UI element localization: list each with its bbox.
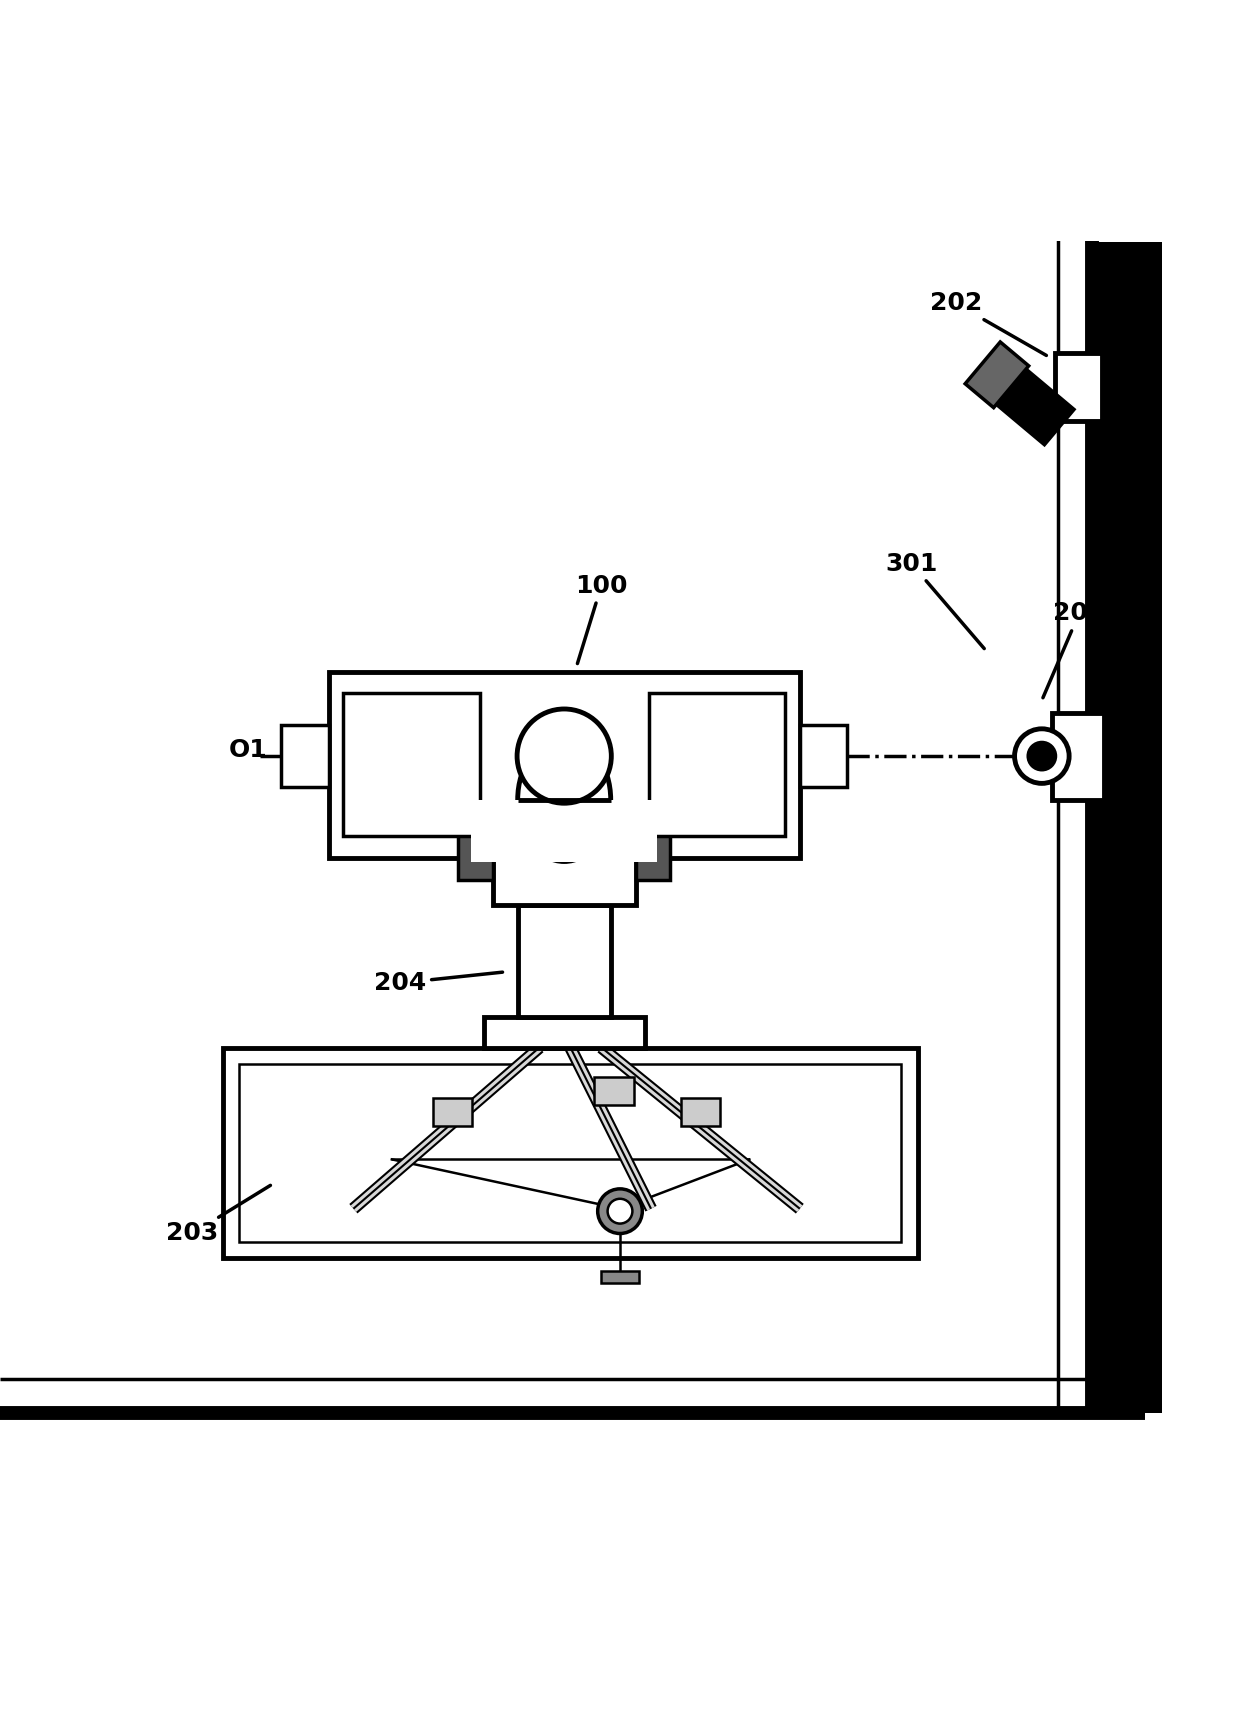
Bar (239, 1063, 901, 1242)
Circle shape (1028, 743, 1055, 770)
Text: 202: 202 (930, 291, 1047, 355)
Bar (471, 799, 657, 862)
Bar (329, 672, 800, 858)
Bar (594, 1077, 634, 1104)
Bar (636, 830, 671, 880)
Circle shape (608, 1199, 632, 1223)
Bar (494, 799, 636, 905)
Text: 204: 204 (373, 972, 502, 994)
Circle shape (1014, 729, 1069, 784)
Polygon shape (987, 362, 1073, 445)
Bar (484, 1017, 645, 1048)
Bar (0, 174, 1092, 1413)
Bar (459, 830, 494, 880)
Bar (601, 1270, 639, 1284)
Text: 203: 203 (166, 1185, 270, 1246)
Circle shape (517, 708, 611, 803)
Bar (281, 725, 329, 787)
Bar (433, 1098, 472, 1125)
Bar (1055, 353, 1102, 422)
Bar (343, 693, 480, 836)
Circle shape (598, 1189, 642, 1234)
Text: 100: 100 (575, 574, 627, 663)
Bar (681, 1098, 720, 1125)
Text: 301: 301 (885, 551, 985, 648)
Bar (800, 725, 847, 787)
Bar (518, 905, 611, 1017)
Bar (649, 693, 785, 836)
Ellipse shape (518, 737, 611, 862)
Text: 201: 201 (1043, 601, 1105, 698)
Polygon shape (965, 341, 1029, 408)
Bar (1092, 241, 1162, 1413)
Bar (1052, 713, 1104, 799)
Text: O1: O1 (228, 737, 268, 762)
Bar (223, 1048, 918, 1258)
